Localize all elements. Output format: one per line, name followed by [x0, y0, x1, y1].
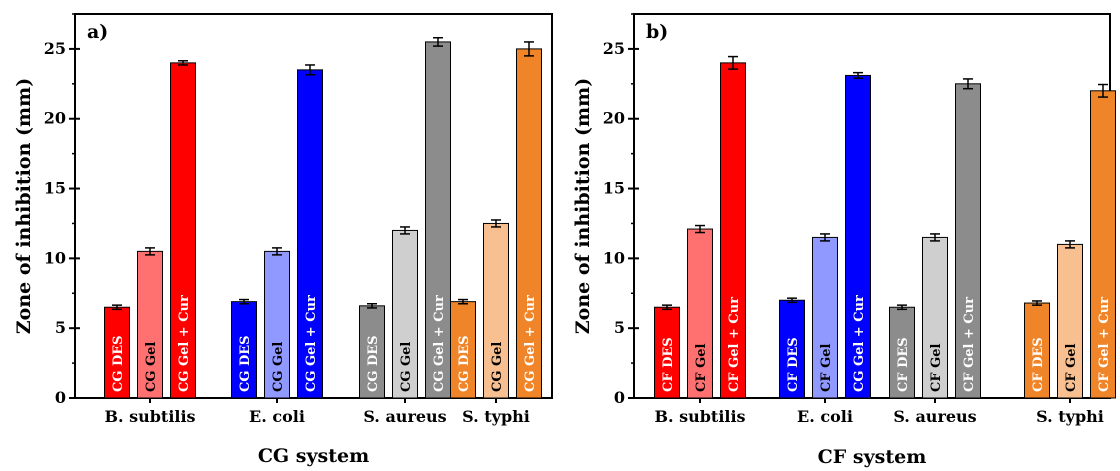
bar	[720, 62, 746, 399]
bar	[889, 306, 915, 399]
bar-label: CF Gel	[1064, 344, 1079, 392]
y-tick-label: 20	[603, 109, 625, 128]
panel-label: b)	[646, 21, 668, 43]
x-tick-label: E. coli	[249, 407, 305, 426]
bar	[845, 74, 871, 399]
bar-label: CG Gel	[399, 342, 414, 392]
y-tick-label: 25	[603, 39, 625, 58]
x-axis-title: CF system	[818, 446, 927, 468]
bar	[516, 48, 542, 399]
bar-label: CG DES	[457, 335, 472, 392]
y-tick-label: 15	[603, 179, 625, 198]
bar-label: CF DES	[786, 337, 801, 392]
bar-label: CG Gel + Cur	[304, 295, 319, 392]
bar-label: CG Gel	[271, 342, 286, 392]
y-tick-label: 10	[603, 248, 625, 267]
y-axis-title: Zone of inhibition (mm)	[572, 78, 594, 334]
x-tick-label: B. subtilis	[654, 407, 745, 426]
x-tick-label: S. typhi	[462, 407, 530, 426]
y-tick-label: 15	[44, 179, 66, 198]
bar-label: CG DES	[238, 335, 253, 392]
y-tick-label: 25	[44, 39, 66, 58]
bar	[1024, 302, 1050, 399]
bar-label: CF Gel + Cur	[1097, 297, 1112, 392]
bar	[1090, 90, 1116, 399]
bar	[1057, 243, 1083, 399]
bar	[483, 222, 509, 399]
x-tick-label: S. typhi	[1036, 407, 1104, 426]
bar-label: CG Gel + Cur	[432, 295, 447, 392]
x-tick-label: E. coli	[797, 407, 853, 426]
bar-label: CG Gel	[144, 342, 159, 392]
x-tick-label: S. aureus	[893, 407, 976, 426]
bar-label: CG Gel + Cur	[523, 295, 538, 392]
bar-label: CG Gel + Cur	[177, 295, 192, 392]
bar-label: CF Gel + Cur	[727, 297, 742, 392]
x-tick-label: B. subtilis	[104, 407, 195, 426]
bar-label: CG DES	[366, 335, 381, 392]
y-tick-label: 20	[44, 109, 66, 128]
bar-label: CF DES	[661, 337, 676, 392]
x-tick-label: S. aureus	[363, 407, 446, 426]
y-axis-title: Zone of inhibition (mm)	[13, 78, 35, 334]
chart-panel-b: 0 5 10 15 20 25 CF DES CF Gel CF Gel + Cur B. sub…	[572, 13, 1116, 468]
bar-label: CF Gel	[929, 344, 944, 392]
panel-label: a)	[87, 21, 108, 43]
bar-label: CG Gel	[490, 342, 505, 392]
bar-label: CG Gel + Cur	[852, 295, 867, 392]
bar	[297, 69, 323, 399]
bar-label: CF Gel	[819, 344, 834, 392]
y-tick-label: 10	[44, 248, 66, 267]
bar-label: CF DES	[896, 337, 911, 392]
bar-label: CF Gel + Cur	[962, 297, 977, 392]
y-tick-label: 0	[55, 388, 66, 407]
y-tick-label: 5	[614, 318, 625, 337]
bar	[425, 41, 451, 399]
x-axis-title: CG system	[258, 445, 369, 467]
bar	[231, 301, 257, 399]
bar-label: CF Gel	[694, 344, 709, 392]
bar	[654, 306, 680, 399]
y-tick-label: 0	[614, 388, 625, 407]
y-tick-label: 5	[55, 318, 66, 337]
bar	[264, 250, 290, 399]
chart-panel-a: 0 5 10 15 20 25 CG DES CG Gel CG Gel + Cur B. sub…	[13, 13, 553, 467]
bar	[359, 305, 385, 399]
bar-label: CF DES	[1031, 337, 1046, 392]
bar	[922, 236, 948, 399]
bar-label: CG DES	[111, 335, 126, 392]
